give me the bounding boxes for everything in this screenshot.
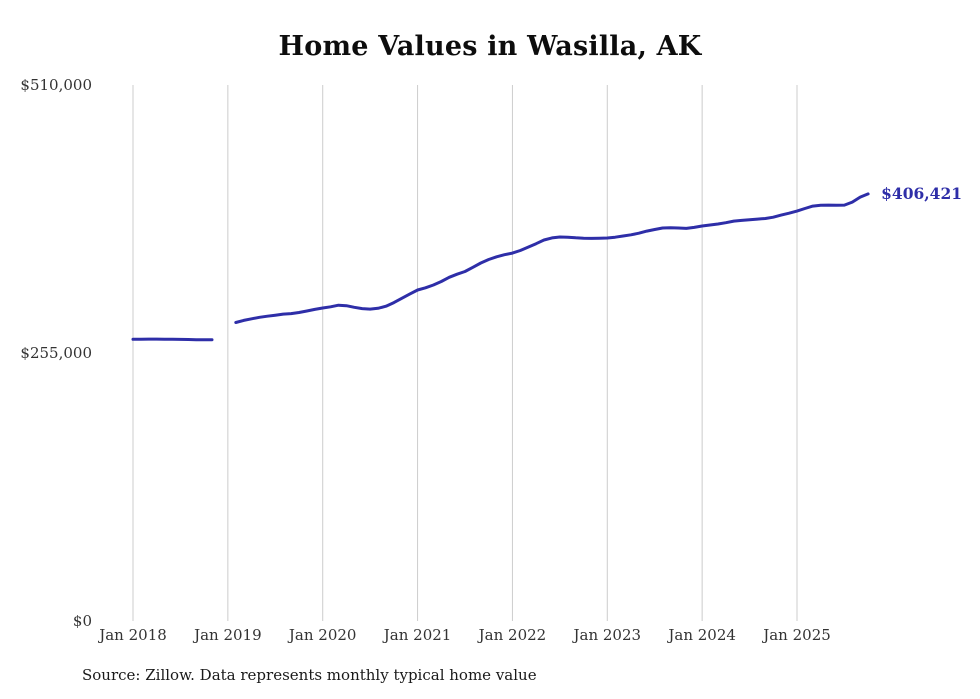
x-tick-label: Jan 2023 [572, 626, 642, 644]
x-tick-label: Jan 2021 [382, 626, 452, 644]
source-note: Source: Zillow. Data represents monthly … [82, 666, 537, 684]
home-value-line [131, 192, 870, 342]
x-tick-label: Jan 2020 [287, 626, 357, 644]
x-tick-label: Jan 2024 [666, 626, 736, 644]
chart-title: Home Values in Wasilla, AK [278, 31, 702, 62]
end-value-label: $406,421 [881, 184, 962, 203]
x-tick-label: Jan 2022 [477, 626, 547, 644]
x-tick-label: Jan 2018 [97, 626, 167, 644]
x-tick-label: Jan 2019 [192, 626, 262, 644]
y-tick-label: $255,000 [20, 344, 92, 362]
x-tick-label: Jan 2025 [761, 626, 831, 644]
y-tick-label: $0 [73, 612, 92, 630]
y-tick-label: $510,000 [20, 76, 92, 94]
